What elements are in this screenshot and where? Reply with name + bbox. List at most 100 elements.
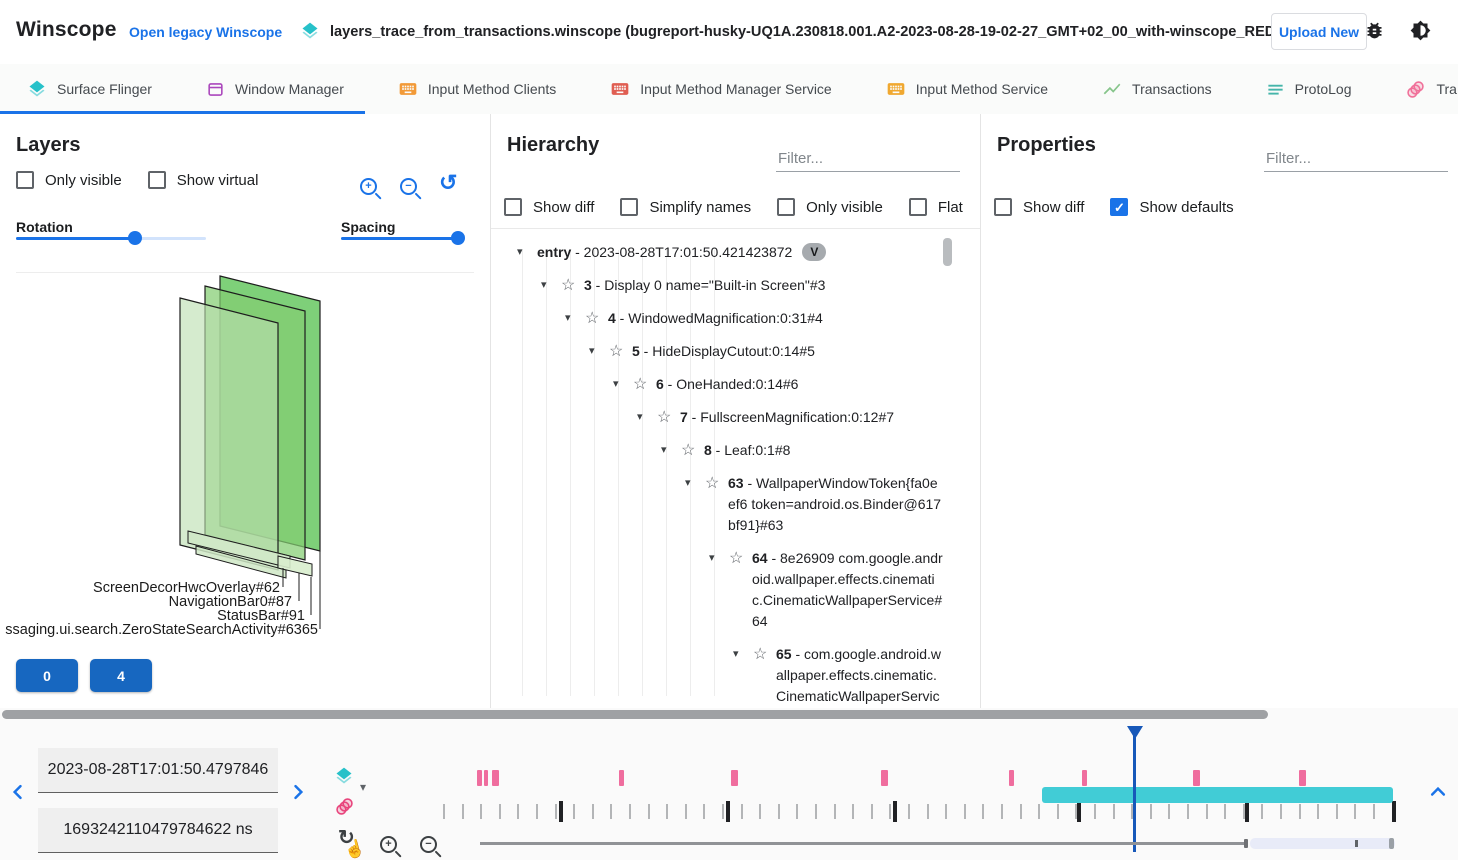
display-id-button[interactable]: 0 (16, 659, 78, 692)
sf-trace-coverage-bar[interactable] (1042, 787, 1393, 803)
zoom-out-icon[interactable]: − (400, 176, 417, 195)
transition-marker[interactable] (619, 770, 624, 786)
layers-3d-view[interactable] (0, 265, 490, 645)
expand-chevron-icon[interactable]: ▾ (661, 444, 667, 456)
timeline-zoom-out-icon[interactable]: − (420, 834, 437, 853)
tab-window-manager[interactable]: Window Manager (179, 64, 371, 114)
tree-node-7[interactable]: ▾ ☆ 7 - FullscreenMagnification:0:12#7 (507, 401, 943, 434)
transition-marker[interactable] (731, 770, 738, 786)
expand-chevron-icon[interactable]: ▾ (637, 411, 643, 423)
layer-strip[interactable] (277, 555, 313, 577)
expand-chevron-icon[interactable]: ▾ (685, 477, 691, 489)
tree-node-4[interactable]: ▾ ☆ 4 - WindowedMagnification:0:31#4 (507, 302, 943, 335)
transition-marker[interactable] (484, 770, 488, 786)
tab-transactions[interactable]: Transactions (1075, 64, 1239, 114)
checkbox-box[interactable] (777, 198, 796, 216)
expand-chevron-icon[interactable]: ▾ (613, 378, 619, 390)
star-icon[interactable]: ☆ (585, 310, 600, 327)
star-icon[interactable]: ☆ (729, 550, 744, 567)
simplify-names-checkbox[interactable]: Simplify names (620, 198, 751, 216)
transition-marker[interactable] (1193, 770, 1200, 786)
bug-report-icon[interactable] (1364, 20, 1385, 46)
refresh-icon[interactable]: ↻ (338, 827, 355, 849)
checkbox-box[interactable] (147, 171, 166, 189)
hierarchy-filter-input[interactable] (776, 146, 960, 172)
checkbox-box[interactable] (16, 171, 34, 189)
transition-marker[interactable] (881, 770, 888, 786)
spacing-slider[interactable] (341, 231, 465, 245)
expand-chevron-icon[interactable]: ▾ (565, 312, 571, 324)
star-icon[interactable]: ☆ (705, 475, 720, 492)
layer-sheet[interactable] (179, 297, 279, 571)
timeline-zoom-scrollbar[interactable] (1250, 838, 1395, 849)
horizontal-scrollbar[interactable] (2, 710, 1268, 719)
timeline-cursor-handle[interactable] (1127, 726, 1143, 739)
transition-marker[interactable] (492, 770, 499, 786)
checkbox-box[interactable] (908, 198, 927, 216)
tab-input-method-manager-service[interactable]: Input Method Manager Service (583, 64, 858, 114)
checkbox-box[interactable] (504, 198, 522, 216)
collapse-timeline-chevron-icon[interactable] (1428, 782, 1448, 807)
transition-marker[interactable] (1299, 770, 1306, 786)
transition-marker[interactable] (477, 770, 482, 786)
tab-input-method-service[interactable]: Input Method Service (859, 64, 1075, 114)
scrollbar-thumb[interactable] (943, 238, 952, 266)
expand-chevron-icon[interactable]: ▾ (517, 246, 523, 258)
display-id-button[interactable]: 4 (90, 659, 152, 692)
star-icon[interactable]: ☆ (561, 277, 576, 294)
tree-node-63[interactable]: ▾ ☆ 63 - WallpaperWindowToken{fa0eef6 toke… (507, 467, 943, 542)
prev-entry-chevron-icon[interactable] (8, 782, 28, 807)
timestamp-ns-input[interactable]: 1693242110479784622 ns (38, 808, 278, 853)
star-icon[interactable]: ☆ (681, 442, 696, 459)
timeline-scroll-line[interactable] (480, 842, 1244, 845)
slider-thumb[interactable] (451, 231, 465, 245)
rotation-slider[interactable] (16, 231, 206, 245)
zoom-in-icon[interactable]: + (360, 176, 377, 195)
slider-thumb[interactable] (128, 231, 142, 245)
tab-surface-flinger[interactable]: Surface Flinger (0, 64, 179, 114)
checkbox-box[interactable] (994, 198, 1012, 216)
layer-strip[interactable] (195, 545, 287, 579)
checkbox-box[interactable] (1110, 198, 1129, 216)
expand-chevron-icon[interactable]: ▾ (589, 345, 595, 357)
star-icon[interactable]: ☆ (657, 409, 672, 426)
timestamp-human-input[interactable]: 2023-08-28T17:01:50.4797846 (38, 748, 278, 793)
timeline-cursor[interactable] (1133, 726, 1136, 852)
zoom-scrollbar-handle[interactable] (1389, 838, 1394, 849)
only-visible-checkbox[interactable]: Only visible (16, 171, 122, 189)
star-icon[interactable]: ☆ (609, 343, 624, 360)
trace-select-caret-icon[interactable]: ▾ (360, 780, 367, 794)
properties-filter-input[interactable] (1264, 146, 1448, 172)
theme-toggle-icon[interactable] (1410, 20, 1431, 46)
show-virtual-checkbox[interactable]: Show virtual (147, 171, 258, 189)
show-diff-checkbox[interactable]: Show diff (994, 198, 1084, 216)
tree-node-6[interactable]: ▾ ☆ 6 - OneHanded:0:14#6 (507, 368, 943, 401)
tab-tra[interactable]: Tra (1378, 64, 1458, 114)
star-icon[interactable]: ☆ (753, 646, 768, 663)
open-legacy-link[interactable]: Open legacy Winscope (129, 24, 283, 40)
only-visible-checkbox[interactable]: Only visible (777, 198, 883, 216)
star-icon[interactable]: ☆ (633, 376, 648, 393)
expand-chevron-icon[interactable]: ▾ (541, 279, 547, 291)
timeline-zoom-in-icon[interactable]: + (380, 834, 397, 853)
tab-protolog[interactable]: ProtoLog (1239, 64, 1379, 114)
restore-view-icon[interactable]: ↺ (439, 170, 458, 195)
tree-node-entry[interactable]: ▾ entry - 2023-08-28T17:01:50.421423872 V (507, 236, 943, 269)
tree-node-64[interactable]: ▾ ☆ 64 - 8e26909 com.google.android.wallpa… (507, 542, 943, 638)
transition-marker[interactable] (1009, 770, 1014, 786)
show-diff-checkbox[interactable]: Show diff (504, 198, 594, 216)
transition-marker[interactable] (1082, 770, 1087, 786)
tree-node-5[interactable]: ▾ ☆ 5 - HideDisplayCutout:0:14#5 (507, 335, 943, 368)
transitions-trace-icon[interactable] (334, 796, 355, 822)
tree-node-65[interactable]: ▾ ☆ 65 - com.google.android.wallpaper.effe… (507, 638, 943, 708)
upload-new-button[interactable]: Upload New (1271, 13, 1367, 50)
show-defaults-checkbox[interactable]: Show defaults (1110, 198, 1234, 216)
checkbox-box[interactable] (620, 198, 639, 216)
flat-checkbox[interactable]: Flat (908, 198, 963, 216)
next-entry-chevron-icon[interactable] (288, 782, 308, 807)
tree-node-3[interactable]: ▾ ☆ 3 - Display 0 name="Built-in Screen"#3 (507, 269, 943, 302)
tab-input-method-clients[interactable]: Input Method Clients (371, 64, 583, 114)
expand-chevron-icon[interactable]: ▾ (709, 552, 715, 564)
layers-trace-icon[interactable] (334, 766, 354, 791)
expand-chevron-icon[interactable]: ▾ (733, 648, 739, 660)
